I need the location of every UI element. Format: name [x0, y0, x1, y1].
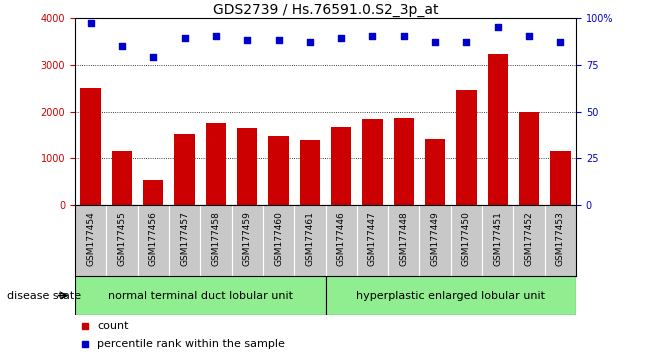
Bar	[80, 88, 101, 205]
Point	[462, 39, 472, 45]
Text: disease state: disease state	[7, 291, 81, 301]
Text: GSM177448: GSM177448	[399, 211, 408, 266]
Bar	[519, 112, 539, 205]
Point	[336, 35, 346, 41]
Point	[242, 38, 253, 43]
Text: GSM177450: GSM177450	[462, 211, 471, 266]
Bar	[456, 90, 477, 205]
Text: percentile rank within the sample: percentile rank within the sample	[98, 339, 285, 349]
Point	[305, 39, 315, 45]
Point	[555, 39, 566, 45]
Point	[430, 39, 440, 45]
Bar	[268, 136, 288, 205]
Point	[524, 34, 534, 39]
Point	[148, 54, 158, 60]
Bar	[425, 139, 445, 205]
Point	[179, 35, 189, 41]
Point	[117, 43, 127, 48]
Text: GSM177447: GSM177447	[368, 211, 377, 266]
Point	[398, 34, 409, 39]
Text: GSM177458: GSM177458	[212, 211, 220, 266]
Text: GSM177460: GSM177460	[274, 211, 283, 266]
Text: GSM177459: GSM177459	[243, 211, 252, 266]
Bar	[326, 276, 576, 315]
Bar	[143, 179, 163, 205]
Text: GSM177454: GSM177454	[86, 211, 95, 266]
Bar	[112, 152, 132, 205]
Text: GSM177456: GSM177456	[148, 211, 158, 266]
Text: GSM177449: GSM177449	[431, 211, 439, 266]
Point	[367, 34, 378, 39]
Text: GSM177451: GSM177451	[493, 211, 503, 266]
Text: GSM177455: GSM177455	[117, 211, 126, 266]
Bar	[299, 139, 320, 205]
Text: GSM177457: GSM177457	[180, 211, 189, 266]
Bar	[75, 276, 326, 315]
Bar	[488, 54, 508, 205]
Bar	[237, 128, 257, 205]
Point	[273, 38, 284, 43]
Bar	[550, 151, 571, 205]
Text: hyperplastic enlarged lobular unit: hyperplastic enlarged lobular unit	[356, 291, 546, 301]
Text: GSM177461: GSM177461	[305, 211, 314, 266]
Text: GSM177446: GSM177446	[337, 211, 346, 266]
Title: GDS2739 / Hs.76591.0.S2_3p_at: GDS2739 / Hs.76591.0.S2_3p_at	[213, 3, 438, 17]
Bar	[363, 119, 383, 205]
Point	[211, 34, 221, 39]
Bar	[331, 127, 352, 205]
Bar	[206, 123, 226, 205]
Point	[493, 24, 503, 30]
Text: GSM177453: GSM177453	[556, 211, 565, 266]
Bar	[174, 134, 195, 205]
Point	[85, 21, 96, 26]
Text: count: count	[98, 321, 129, 331]
Text: normal terminal duct lobular unit: normal terminal duct lobular unit	[107, 291, 293, 301]
Bar	[394, 118, 414, 205]
Text: GSM177452: GSM177452	[525, 211, 534, 266]
